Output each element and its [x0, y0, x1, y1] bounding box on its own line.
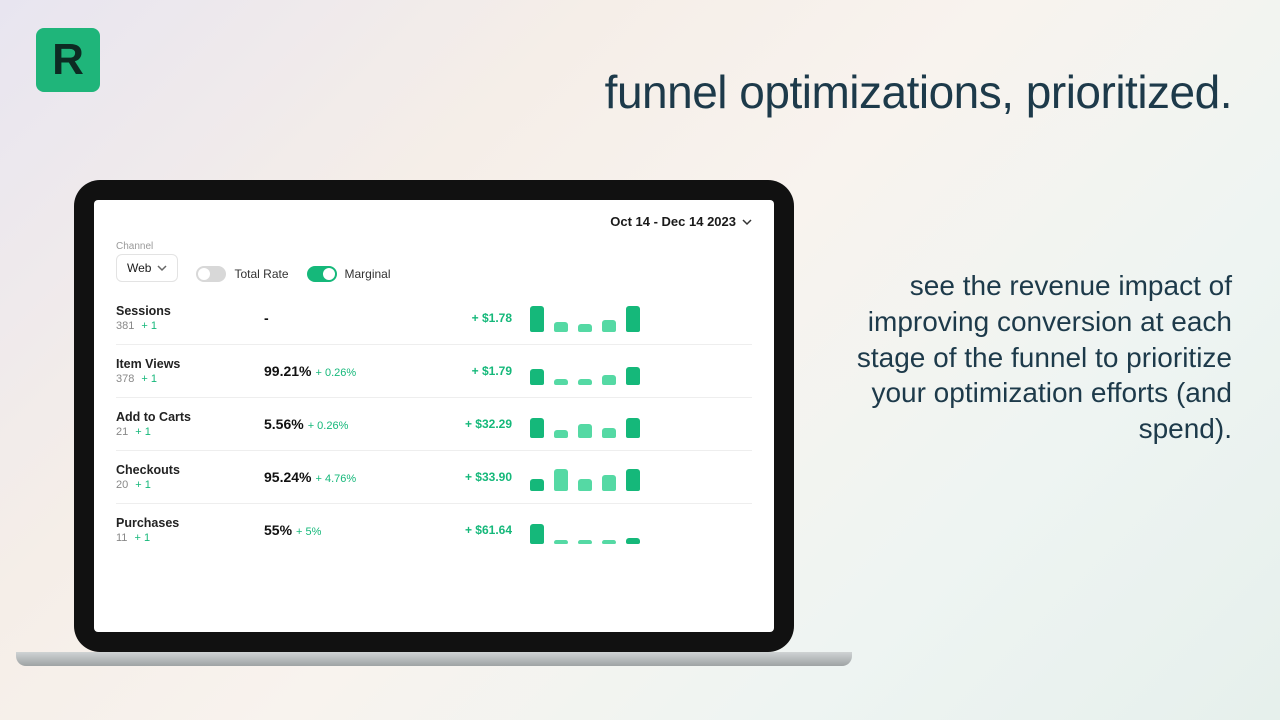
funnel-row: Item Views 378 + 1 99.21% + 0.26% + $1.79: [116, 345, 752, 398]
sparkline-bar: [554, 540, 568, 544]
impact-cell: + $61.64: [422, 523, 522, 537]
date-range-picker[interactable]: Oct 14 - Dec 14 2023: [610, 214, 752, 229]
metric-sub: 381 + 1: [116, 320, 256, 332]
subhead-text: see the revenue impact of improving conv…: [852, 268, 1232, 447]
total-rate-toggle[interactable]: [196, 266, 226, 282]
metric-name: Item Views: [116, 357, 256, 371]
metric-name: Sessions: [116, 304, 256, 318]
sparkline-bar: [602, 375, 616, 385]
sparkline-bar: [578, 540, 592, 544]
laptop-base: [16, 652, 852, 666]
sparkline-bar: [626, 306, 640, 332]
metric-count-delta: + 1: [134, 532, 150, 544]
metric-count-delta: + 1: [135, 426, 151, 438]
metric-cell: Item Views 378 + 1: [116, 357, 256, 385]
rate-delta: + 0.26%: [308, 420, 349, 432]
funnel-rows: Sessions 381 + 1- + $1.78 Item Views 378 + 1…: [116, 292, 752, 556]
funnel-row: Sessions 381 + 1- + $1.78: [116, 292, 752, 345]
rate-cell: 55% + 5%: [264, 522, 414, 538]
brand-logo: R: [36, 28, 100, 92]
metric-cell: Purchases 11 + 1: [116, 516, 256, 544]
impact-cell: + $1.78: [422, 311, 522, 325]
headline-text: funnel optimizations, prioritized.: [605, 68, 1232, 118]
rate-delta: + 5%: [296, 526, 321, 538]
rate-cell: 95.24% + 4.76%: [264, 469, 414, 485]
sparkline-bar: [578, 379, 592, 385]
sparkline-bar: [530, 479, 544, 491]
total-rate-toggle-wrap: Total Rate: [196, 266, 288, 282]
funnel-row: Checkouts 20 + 1 95.24% + 4.76% + $33.90: [116, 451, 752, 504]
laptop-screen: Oct 14 - Dec 14 2023 Channel Web Total R…: [74, 180, 794, 652]
sparkline-bar: [530, 524, 544, 544]
sparkline-bar: [626, 538, 640, 544]
metric-name: Purchases: [116, 516, 256, 530]
chevron-down-icon: [157, 263, 167, 273]
metric-count-delta: + 1: [135, 479, 151, 491]
sparkline-bars: [530, 410, 752, 438]
rate-cell: 5.56% + 0.26%: [264, 416, 414, 432]
sparkline-bar: [602, 320, 616, 332]
rate-value: 5.56%: [264, 416, 304, 432]
metric-name: Checkouts: [116, 463, 256, 477]
sparkline-bar: [554, 322, 568, 332]
date-range-label: Oct 14 - Dec 14 2023: [610, 214, 736, 229]
marginal-toggle-wrap: Marginal: [307, 266, 391, 282]
rate-cell: 99.21% + 0.26%: [264, 363, 414, 379]
sparkline-bar: [578, 479, 592, 491]
channel-select[interactable]: Web: [116, 254, 178, 282]
impact-cell: + $33.90: [422, 470, 522, 484]
app-top-bar: Oct 14 - Dec 14 2023: [116, 214, 752, 229]
channel-group: Channel Web: [116, 241, 178, 282]
sparkline-bar: [602, 428, 616, 438]
funnel-row: Purchases 11 + 1 55% + 5% + $61.64: [116, 504, 752, 556]
brand-letter: R: [52, 35, 84, 85]
rate-value: 99.21%: [264, 363, 311, 379]
rate-delta: + 0.26%: [315, 367, 356, 379]
marginal-toggle[interactable]: [307, 266, 337, 282]
rate-value: 55%: [264, 522, 292, 538]
sparkline-bars: [530, 516, 752, 544]
laptop-frame: Oct 14 - Dec 14 2023 Channel Web Total R…: [74, 180, 794, 652]
metric-name: Add to Carts: [116, 410, 256, 424]
impact-cell: + $1.79: [422, 364, 522, 378]
dashboard-app: Oct 14 - Dec 14 2023 Channel Web Total R…: [94, 200, 774, 632]
sparkline-bars: [530, 357, 752, 385]
sparkline-bar: [626, 469, 640, 491]
metric-sub: 378 + 1: [116, 373, 256, 385]
metric-count-delta: + 1: [141, 320, 157, 332]
rate-value: -: [264, 310, 269, 326]
metric-sub: 20 + 1: [116, 479, 256, 491]
rate-value: 95.24%: [264, 469, 311, 485]
controls-row: Channel Web Total Rate Marginal: [116, 241, 752, 282]
sparkline-bar: [602, 475, 616, 491]
channel-value: Web: [127, 261, 151, 275]
rate-cell: -: [264, 310, 414, 326]
metric-cell: Sessions 381 + 1: [116, 304, 256, 332]
metric-cell: Checkouts 20 + 1: [116, 463, 256, 491]
sparkline-bar: [554, 469, 568, 491]
rate-delta: + 4.76%: [315, 473, 356, 485]
chevron-down-icon: [742, 217, 752, 227]
channel-caption: Channel: [116, 241, 178, 252]
sparkline-bars: [530, 463, 752, 491]
sparkline-bar: [530, 418, 544, 438]
metric-sub: 21 + 1: [116, 426, 256, 438]
sparkline-bar: [530, 369, 544, 385]
sparkline-bar: [626, 367, 640, 385]
sparkline-bar: [626, 418, 640, 438]
total-rate-label: Total Rate: [234, 267, 288, 281]
funnel-row: Add to Carts 21 + 1 5.56% + 0.26% + $32.29: [116, 398, 752, 451]
sparkline-bar: [554, 379, 568, 385]
sparkline-bar: [554, 430, 568, 438]
metric-cell: Add to Carts 21 + 1: [116, 410, 256, 438]
sparkline-bar: [578, 424, 592, 438]
sparkline-bars: [530, 304, 752, 332]
sparkline-bar: [530, 306, 544, 332]
sparkline-bar: [602, 540, 616, 544]
sparkline-bar: [578, 324, 592, 332]
metric-sub: 11 + 1: [116, 532, 256, 544]
impact-cell: + $32.29: [422, 417, 522, 431]
marginal-label: Marginal: [345, 267, 391, 281]
metric-count-delta: + 1: [141, 373, 157, 385]
